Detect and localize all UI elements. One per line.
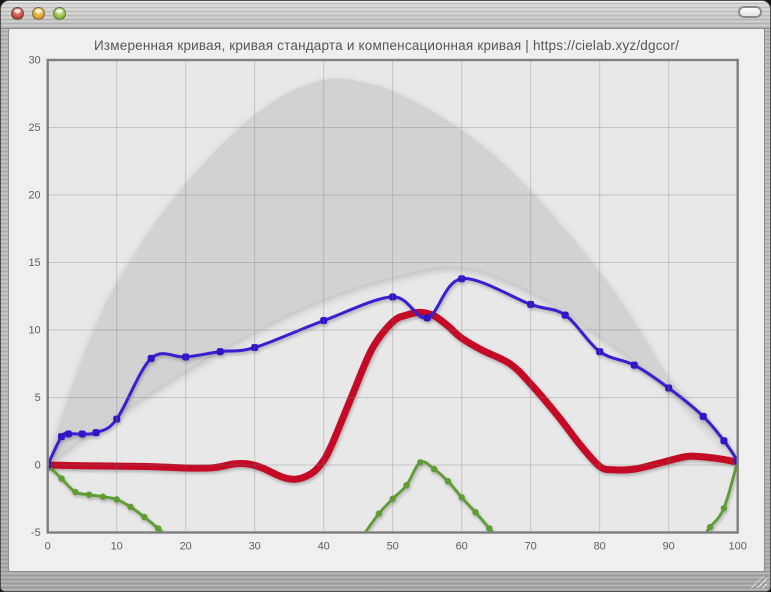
svg-text:60: 60 <box>456 541 468 553</box>
chart-panel: 0 10 20 30 40 50 60 70 80 90 100 -5 0 5 10 15 20 25 30 Изм… <box>8 28 765 572</box>
svg-text:5: 5 <box>35 392 41 404</box>
svg-text:90: 90 <box>663 541 675 553</box>
svg-text:10: 10 <box>111 541 123 553</box>
svg-text:15: 15 <box>28 257 40 269</box>
svg-text:20: 20 <box>180 541 192 553</box>
svg-text:80: 80 <box>594 541 606 553</box>
svg-text:70: 70 <box>525 541 537 553</box>
svg-text:100: 100 <box>729 541 747 553</box>
titlebar[interactable] <box>1 1 770 29</box>
close-button[interactable] <box>11 7 24 20</box>
svg-text:30: 30 <box>249 541 261 553</box>
toolbar-toggle-button[interactable] <box>738 6 762 18</box>
svg-text:30: 30 <box>28 55 40 67</box>
minimize-button[interactable] <box>32 7 45 20</box>
chart-title: Измеренная кривая, кривая стандарта и ко… <box>93 38 680 53</box>
svg-text:0: 0 <box>45 541 51 553</box>
svg-text:10: 10 <box>28 325 40 337</box>
chart-canvas[interactable]: 0 10 20 30 40 50 60 70 80 90 100 -5 0 5 10 15 20 25 30 <box>9 29 764 571</box>
svg-text:50: 50 <box>387 541 399 553</box>
svg-text:0: 0 <box>35 460 41 472</box>
window-controls <box>11 7 66 20</box>
svg-text:-5: -5 <box>31 527 41 539</box>
svg-text:40: 40 <box>318 541 330 553</box>
svg-text:20: 20 <box>28 190 40 202</box>
zoom-button[interactable] <box>53 7 66 20</box>
svg-text:25: 25 <box>28 122 40 134</box>
resize-grip-icon[interactable] <box>750 573 767 588</box>
